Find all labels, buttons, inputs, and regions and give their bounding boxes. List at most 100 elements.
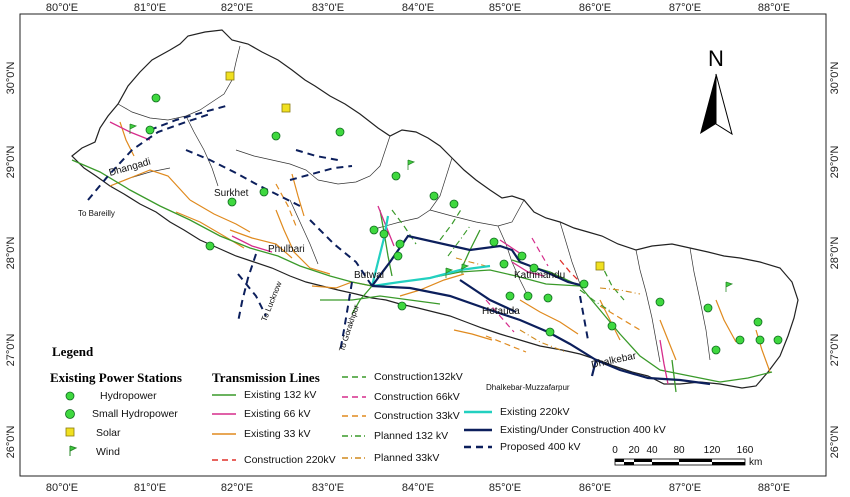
bottom-tick-83: 83°0'E [312, 482, 344, 494]
legend-small-hydropower: Small Hydropower [92, 408, 178, 420]
label-to-bareilly: To Bareilly [78, 209, 115, 218]
legend-lines-heading: Transmission Lines [212, 370, 320, 385]
legend-c66: Construction 66kV [374, 391, 460, 403]
scale-label-120: 120 [704, 445, 721, 456]
legend-solar: Solar [96, 427, 121, 439]
left-tick-26: 26°0'N [5, 426, 17, 459]
left-tick-28: 28°0'N [5, 237, 17, 270]
legend-e33: Existing 33 kV [244, 428, 311, 440]
wind-station [445, 267, 454, 278]
p400-seg-2 [149, 105, 227, 131]
legend-small-hydropower-symbol [65, 409, 75, 419]
e132-east [579, 285, 721, 383]
north-arrow-icon-light [715, 73, 733, 136]
e33-seg-7 [399, 273, 465, 297]
scale-unit: km [749, 457, 762, 468]
legend-hydropower: Hydropower [100, 390, 157, 402]
e33-seg-15 [453, 329, 493, 341]
top-tick-83: 83°0'E [312, 2, 344, 14]
scale-seg-6 [712, 462, 745, 465]
hydro-station [379, 229, 389, 239]
scale-bar: 0 20 40 80 120 160 km [612, 445, 762, 468]
lines-existing-220kv [370, 215, 491, 288]
hydro-station [773, 335, 783, 345]
hydro-station [711, 345, 721, 355]
zone-line-6 [377, 157, 453, 229]
lines-construction-33kv [275, 183, 641, 353]
legend-wind: Wind [96, 446, 120, 458]
solar-station [225, 71, 235, 81]
e33-seg-1 [109, 169, 191, 201]
zone-line-4 [235, 149, 319, 181]
scale-seg-2 [624, 462, 634, 465]
legend-e400: Existing/Under Construction 400 kV [500, 424, 666, 436]
wind-station [129, 123, 138, 134]
hydro-station [335, 127, 345, 137]
hydro-station [259, 187, 269, 197]
right-axis: 30°0'N 29°0'N 28°0'N 27°0'N 26°0'N [829, 62, 841, 459]
stations-wind [129, 123, 734, 292]
bottom-tick-80: 80°0'E [46, 482, 78, 494]
hydro-station [145, 125, 155, 135]
c220-seg-1 [559, 259, 583, 285]
hydro-station [529, 263, 539, 273]
e132-kali [379, 209, 393, 277]
e220-seg-1 [371, 264, 491, 288]
p132-seg-1 [447, 225, 471, 257]
hydro-station [735, 335, 745, 345]
lines-400kv [371, 234, 711, 386]
c66-seg-1 [531, 237, 549, 267]
hydro-station [429, 191, 439, 201]
north-arrow-label: N [708, 46, 724, 71]
scale-label-40: 40 [646, 445, 658, 456]
bottom-tick-81: 81°0'E [134, 482, 166, 494]
legend-e220: Existing 220kV [500, 406, 569, 418]
left-axis: 30°0'N 29°0'N 28°0'N 27°0'N 26°0'N [5, 62, 17, 459]
legend-e66: Existing 66 kV [244, 408, 311, 420]
lines-proposed-400kv [87, 105, 589, 353]
bottom-axis: 80°0'E 81°0'E 82°0'E 83°0'E 84°0'E 85°0'… [46, 482, 790, 494]
top-tick-88: 88°0'E [758, 2, 790, 14]
legend-stations-heading: Existing Power Stations [50, 370, 182, 385]
hydro-station [499, 259, 509, 269]
c66-seg-2 [485, 299, 515, 333]
scale-label-80: 80 [673, 445, 685, 456]
wind-station [461, 263, 470, 274]
hydro-station [227, 197, 237, 207]
hydro-station [369, 225, 379, 235]
p33-seg-3 [455, 257, 487, 267]
lines-construction-66kv [485, 237, 549, 333]
top-tick-85: 85°0'E [489, 2, 521, 14]
p400-seg-4 [289, 165, 353, 181]
e33-seg-8 [519, 299, 579, 335]
legend: Legend Existing Power Stations Hydropowe… [50, 344, 666, 466]
e33-seg-4 [275, 209, 331, 275]
zone-line-7 [429, 199, 525, 227]
scale-seg-4 [652, 462, 679, 465]
hydro-station [393, 251, 403, 261]
legend-c132: Construction132kV [374, 371, 463, 383]
legend-c220: Construction 220kV [244, 454, 336, 466]
e400-seg-4 [595, 358, 711, 386]
e400-seg-6 [459, 279, 517, 313]
legend-e132: Existing 132 kV [244, 389, 316, 401]
scale-seg-1 [615, 459, 624, 462]
scale-label-20: 20 [628, 445, 640, 456]
right-tick-29: 29°0'N [829, 146, 841, 179]
zone-line-11 [689, 247, 711, 361]
e132-bus [320, 295, 441, 305]
p400-seg-6 [237, 273, 267, 317]
p400-seg-10 [295, 149, 339, 161]
e400-seg-2 [371, 284, 597, 361]
c33-seg-2 [599, 305, 641, 331]
top-axis: 80°0'E 81°0'E 82°0'E 83°0'E 84°0'E 85°0'… [46, 2, 790, 14]
bottom-tick-84: 84°0'E [402, 482, 434, 494]
e33-seg-11 [715, 299, 737, 343]
p400-seg-8 [579, 295, 589, 341]
zone-line-12 [289, 199, 319, 265]
scale-seg-3 [634, 459, 652, 462]
right-tick-28: 28°0'N [829, 237, 841, 270]
left-tick-29: 29°0'N [5, 146, 17, 179]
wind-station [407, 159, 416, 170]
e132-south [351, 285, 373, 315]
